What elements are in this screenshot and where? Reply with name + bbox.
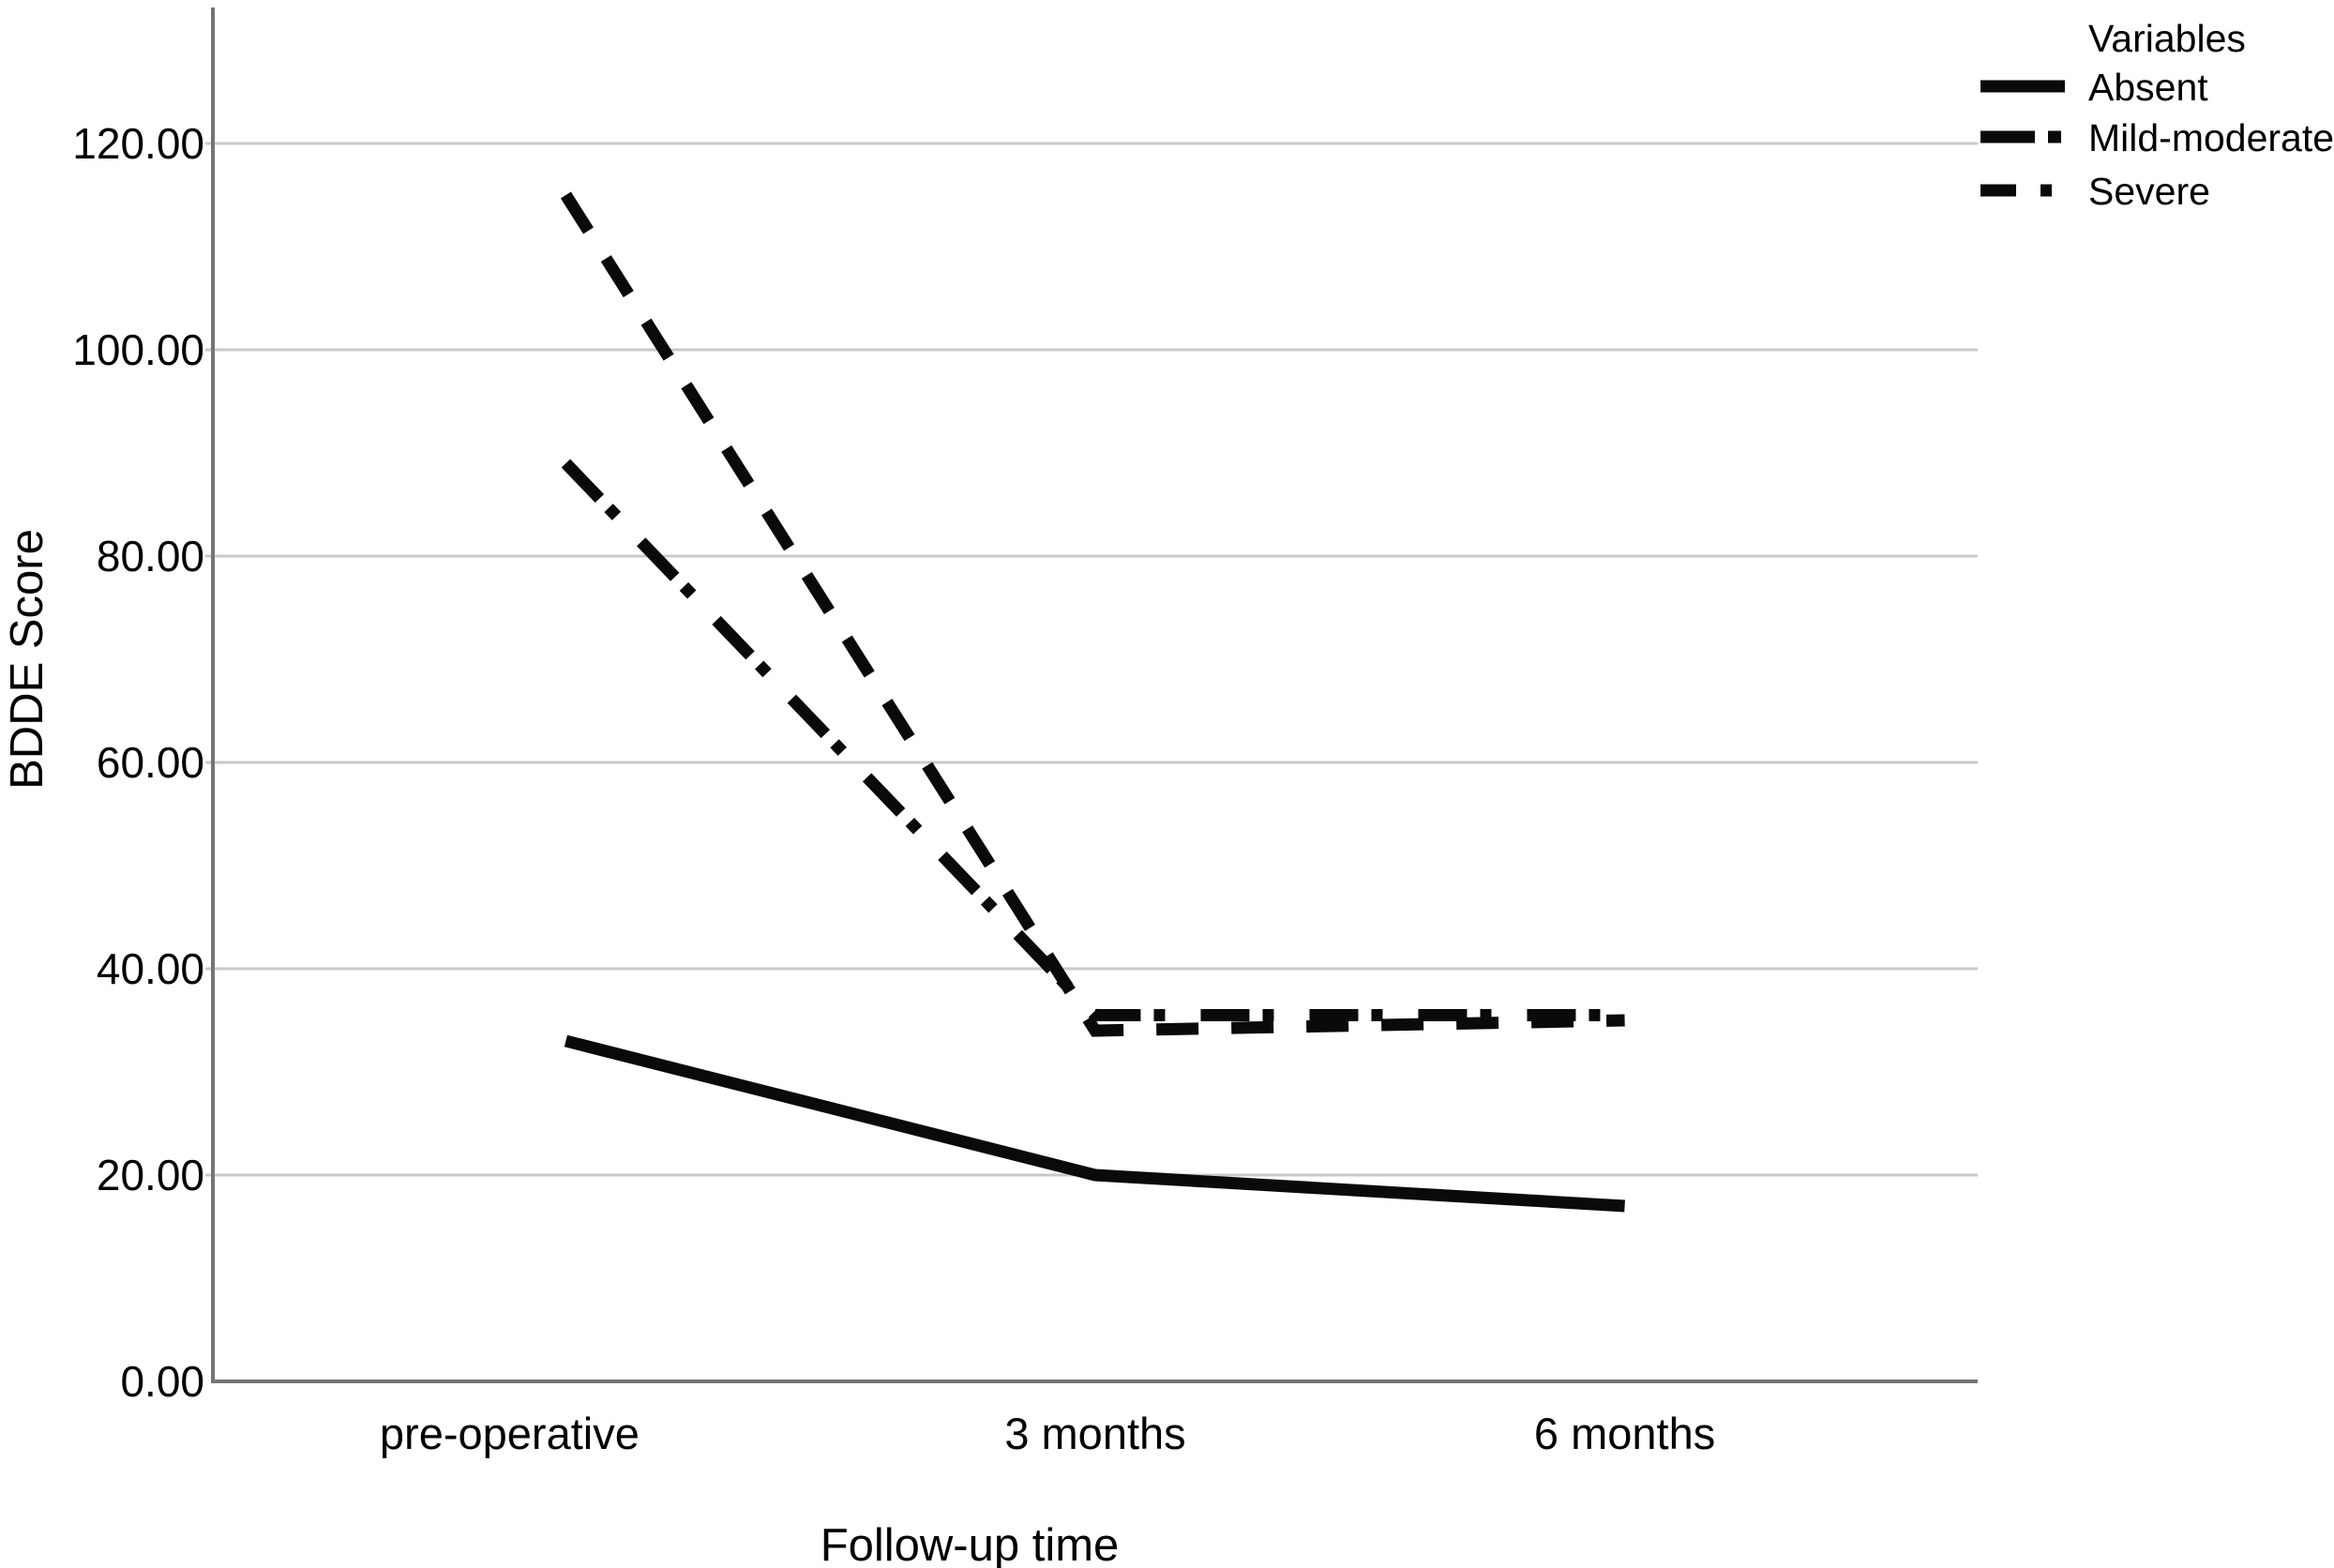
y-tick-label-0: 0.00: [120, 1357, 204, 1406]
x-tick-label-2: 6 months: [1534, 1409, 1715, 1458]
gridlines: [205, 142, 1978, 1177]
legend-label-absent: Absent: [2088, 66, 2208, 109]
y-tick-label-60: 60.00: [97, 738, 204, 787]
series-absent-line: [564, 1034, 1625, 1213]
x-tick-label-1: 3 months: [1004, 1409, 1185, 1458]
legend: Variables Absent Mild-moderate Severe: [1980, 17, 2334, 213]
y-tick-label-120: 120.00: [72, 119, 204, 168]
y-tick-labels: 0.00 20.00 40.00 60.00 80.00 100.00 120.00: [72, 119, 204, 1406]
legend-item-mild-moderate: Mild-moderate: [1980, 116, 2334, 159]
series-severe-line: [560, 191, 1625, 1037]
x-tick-label-0: pre-operative: [380, 1409, 640, 1458]
legend-item-severe: Severe: [1980, 170, 2210, 213]
legend-title: Variables: [2088, 17, 2246, 60]
y-tick-label-40: 40.00: [97, 944, 204, 993]
legend-label-mild-moderate: Mild-moderate: [2088, 116, 2334, 159]
y-axis-title: BDDE Score: [2, 529, 53, 790]
y-tick-label-20: 20.00: [97, 1151, 204, 1199]
legend-item-absent: Absent: [1980, 66, 2208, 109]
series-mild-moderate-line: [561, 459, 1625, 1021]
y-tick-label-80: 80.00: [97, 532, 204, 580]
y-tick-label-100: 100.00: [72, 325, 204, 374]
legend-label-severe: Severe: [2088, 170, 2210, 213]
x-category-labels: pre-operative 3 months 6 months: [380, 1409, 1715, 1458]
x-axis-title: Follow-up time: [821, 1520, 1120, 1568]
